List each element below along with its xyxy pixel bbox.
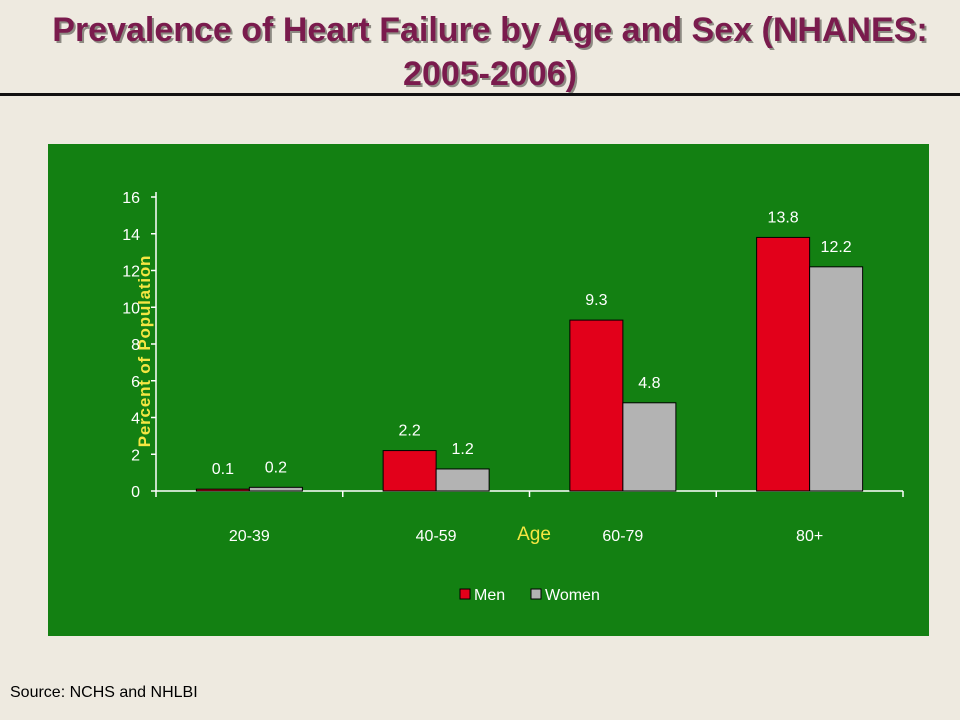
data-label: 13.8: [768, 209, 799, 226]
y-tick-label: 12: [122, 264, 140, 281]
data-label: 0.2: [265, 459, 287, 476]
y-tick-label: 14: [122, 227, 140, 244]
data-label: 4.8: [638, 375, 660, 392]
bar-women: [809, 266, 864, 492]
x-category-label: 60-79: [602, 528, 643, 545]
bar-women: [248, 486, 303, 492]
data-label: 12.2: [821, 239, 852, 256]
y-axis-title: Percent of Population: [135, 255, 154, 447]
chart-panel: Percent of Population Age 0 2 4 6 8 10 12 14 16 2…: [48, 144, 929, 636]
y-tick-label: 2: [131, 447, 140, 464]
legend-label: Men: [474, 587, 505, 604]
y-tick-label: 16: [122, 190, 140, 207]
y-tick-label: 4: [131, 411, 140, 428]
legend-label: Women: [545, 587, 600, 604]
source-note: Source: NCHS and NHLBI: [10, 684, 198, 701]
data-label: 2.2: [399, 423, 421, 440]
y-tick-label: 8: [131, 337, 140, 354]
bar-men: [195, 488, 250, 492]
x-axis-title: Age: [517, 524, 551, 545]
y-tick-label: 0: [131, 484, 140, 501]
bar-women: [622, 402, 677, 492]
y-tick-label: 10: [122, 300, 140, 317]
bar-chart: Percent of Population Age 0 2 4 6 8 10 12 14 16 2…: [122, 190, 904, 604]
title-divider: [0, 93, 960, 96]
bar-men: [569, 319, 624, 492]
slide-title: Prevalence of Heart Failure by Age and S…: [52, 11, 928, 93]
bar-men: [382, 450, 437, 492]
data-label: 1.2: [452, 441, 474, 458]
x-category-label: 20-39: [229, 528, 270, 545]
legend-swatch-men: [459, 588, 471, 600]
x-category-label: 80+: [796, 528, 823, 545]
data-label: 0.1: [212, 461, 234, 478]
legend-swatch-women: [530, 588, 542, 600]
bar-women: [435, 468, 490, 492]
x-category-label: 40-59: [416, 528, 457, 545]
data-label: 9.3: [585, 292, 607, 309]
bar-men: [756, 236, 811, 492]
y-tick-label: 6: [131, 374, 140, 391]
